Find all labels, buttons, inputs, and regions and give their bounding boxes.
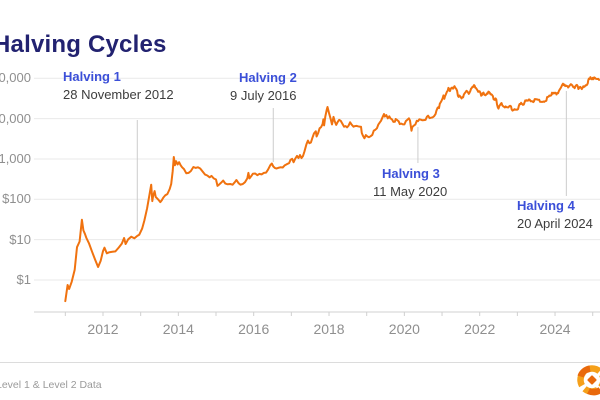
y-axis-label: $1 bbox=[16, 272, 31, 287]
halving-annotation-label: Halving 3 bbox=[382, 166, 440, 181]
x-axis-label: 2018 bbox=[313, 321, 345, 337]
y-axis-label: $10,000 bbox=[0, 110, 31, 126]
btc-price-line bbox=[64, 76, 600, 303]
page-title: Halving Cycles bbox=[0, 31, 167, 59]
x-axis-label: 2014 bbox=[162, 321, 194, 337]
halving-annotation-label: Halving 4 bbox=[517, 198, 575, 213]
y-axis-label: $1,000 bbox=[0, 150, 31, 166]
halving-annotation-label: Halving 1 bbox=[63, 69, 121, 84]
halving-cycles-chart: $100,000 $10,000 $1,000 $100 $10 $1 2012 2014 20… bbox=[0, 69, 600, 337]
halving-annotation-label: Halving 2 bbox=[239, 70, 297, 85]
x-axis-label: 2012 bbox=[87, 321, 119, 337]
halving-annotation-date: 20 April 2024 bbox=[517, 216, 593, 231]
chart-canvas bbox=[34, 76, 600, 316]
footer-divider bbox=[0, 362, 600, 363]
y-axis-label: $100 bbox=[2, 191, 31, 207]
x-axis-label: 2020 bbox=[388, 321, 420, 337]
x-axis-label: 2024 bbox=[539, 321, 571, 337]
x-axis-label: 2022 bbox=[464, 321, 496, 337]
halving-annotation-date: 9 July 2016 bbox=[230, 88, 297, 103]
y-axis-label: $10 bbox=[9, 231, 31, 247]
x-axis-label: 2016 bbox=[238, 321, 270, 337]
data-source-label: Level 1 & Level 2 Data bbox=[0, 379, 102, 391]
halving-annotation-date: 11 May 2020 bbox=[373, 184, 448, 199]
halving-annotation-date: 28 November 2012 bbox=[63, 87, 174, 102]
y-axis-label: $100,000 bbox=[0, 70, 31, 86]
data-provider-logo-icon bbox=[577, 365, 600, 396]
